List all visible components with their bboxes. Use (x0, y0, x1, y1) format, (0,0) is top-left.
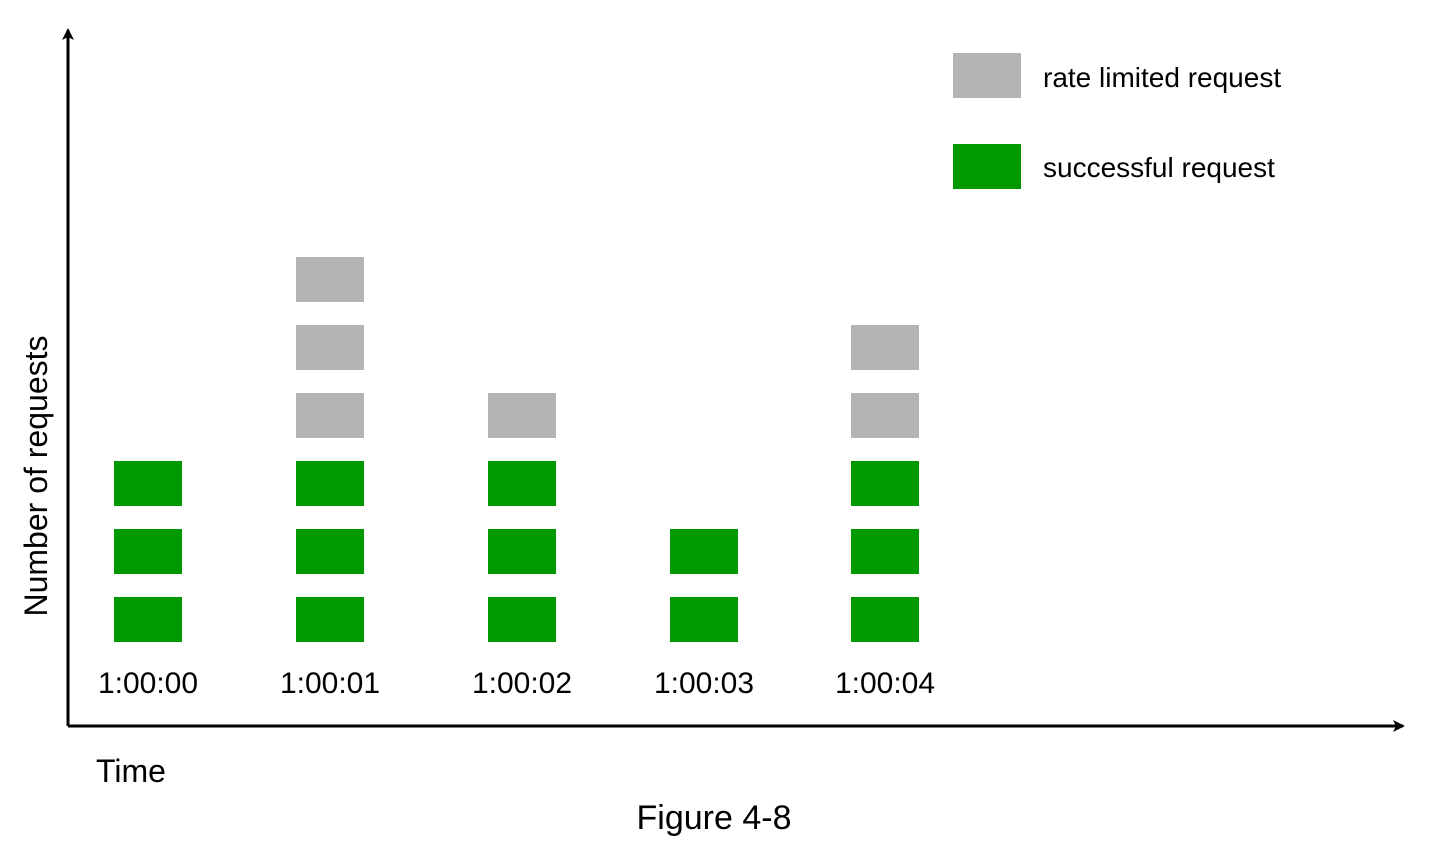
successful-request-block (114, 461, 182, 506)
x-tick-label: 1:00:00 (98, 667, 198, 700)
x-axis-label: Time (96, 753, 166, 789)
successful-request-block (670, 597, 738, 642)
x-tick-label: 1:00:04 (835, 667, 935, 700)
x-tick-labels: 1:00:00 1:00:01 1:00:02 1:00:03 1:00:04 (98, 667, 935, 700)
successful-request-block (851, 529, 919, 574)
successful-request-block (851, 461, 919, 506)
legend-label-successful: successful request (1043, 152, 1275, 183)
rate-limited-request-block (296, 393, 364, 438)
successful-request-block (114, 529, 182, 574)
figure-caption: Figure 4-8 (637, 799, 792, 837)
x-tick-label: 1:00:02 (472, 667, 572, 700)
rate-limited-request-block (296, 257, 364, 302)
successful-request-block (488, 461, 556, 506)
chart-marks (114, 257, 919, 642)
rate-limited-request-block (296, 325, 364, 370)
successful-request-block (851, 597, 919, 642)
legend-label-rate-limited: rate limited request (1043, 62, 1281, 93)
successful-request-block (114, 597, 182, 642)
legend: rate limited request successful request (953, 53, 1281, 189)
rate-limited-request-block (851, 325, 919, 370)
x-tick-label: 1:00:03 (654, 667, 754, 700)
x-tick-label: 1:00:01 (280, 667, 380, 700)
y-axis-label: Number of requests (18, 335, 54, 616)
successful-request-block (296, 461, 364, 506)
legend-swatch-successful (953, 144, 1021, 189)
successful-request-block (488, 529, 556, 574)
legend-swatch-rate-limited (953, 53, 1021, 98)
rate-limited-request-block (488, 393, 556, 438)
rate-limited-request-block (851, 393, 919, 438)
successful-request-block (296, 597, 364, 642)
successful-request-block (296, 529, 364, 574)
successful-request-block (488, 597, 556, 642)
successful-request-block (670, 529, 738, 574)
